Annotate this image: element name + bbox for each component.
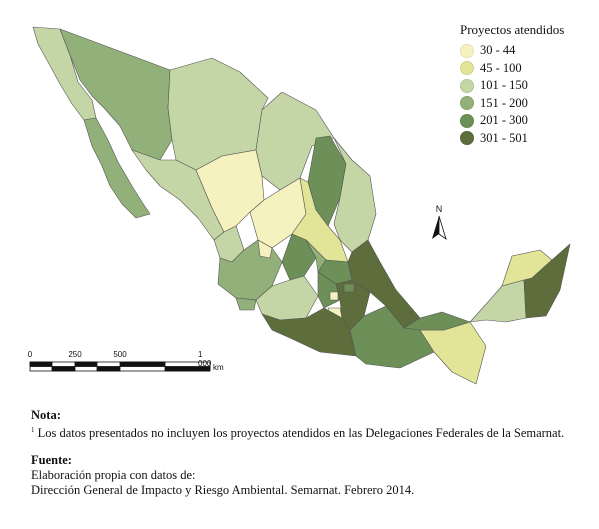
legend-swatch bbox=[460, 113, 474, 128]
legend-swatch bbox=[460, 131, 474, 146]
legend-item: 30 - 44 bbox=[460, 42, 590, 60]
map-regions bbox=[32, 26, 571, 385]
nota-heading: Nota: bbox=[31, 408, 61, 422]
legend-label: 101 - 150 bbox=[480, 78, 528, 93]
legend-item: 201 - 300 bbox=[460, 112, 590, 130]
legend-label: 301 - 501 bbox=[480, 130, 528, 145]
region-colima bbox=[235, 297, 257, 311]
scale-tick-label: 500 bbox=[113, 350, 127, 359]
nota-text: Los datos presentados no incluyen los pr… bbox=[37, 426, 565, 441]
north-arrow: N bbox=[429, 204, 449, 214]
north-label: N bbox=[435, 204, 443, 214]
legend: Proyectos atendidos 30 - 44 45 - 100 101… bbox=[460, 22, 590, 147]
region-baja-california-sur bbox=[83, 117, 151, 219]
scale-tick-label: 250 bbox=[68, 350, 82, 359]
notes-block: Nota: 1 Los datos presentados no incluye… bbox=[31, 408, 591, 498]
legend-item: 101 - 150 bbox=[460, 77, 590, 95]
fuente-line-2: Dirección General de Impacto y Riesgo Am… bbox=[31, 483, 415, 498]
legend-swatch bbox=[460, 61, 474, 76]
region-aguascalientes bbox=[257, 239, 273, 259]
scale-tick-label: 1 000 bbox=[198, 350, 212, 368]
legend-item: 45 - 100 bbox=[460, 60, 590, 78]
fuente-heading: Fuente: bbox=[31, 453, 72, 468]
region-campeche bbox=[469, 279, 527, 323]
nota-text-line: 1 Los datos presentados no incluyen los … bbox=[31, 423, 591, 441]
legend-item: 301 - 501 bbox=[460, 130, 590, 148]
footnote-marker: 1 bbox=[31, 426, 35, 434]
scale-bar-labels: 0 250 500 1 000 km bbox=[28, 350, 228, 376]
legend-label: 201 - 300 bbox=[480, 113, 528, 128]
north-arrow-icon bbox=[432, 215, 447, 241]
region-quintana-roo bbox=[523, 243, 571, 319]
legend-swatch bbox=[460, 78, 474, 93]
scale-unit: km bbox=[213, 363, 224, 372]
region-cdmx bbox=[329, 291, 339, 301]
scale-tick-label: 0 bbox=[27, 350, 33, 359]
fuente-line-1: Elaboración propia con datos de: bbox=[31, 468, 196, 483]
legend-item: 151 - 200 bbox=[460, 95, 590, 113]
legend-title: Proyectos atendidos bbox=[460, 22, 565, 37]
legend-label: 45 - 100 bbox=[480, 60, 522, 75]
scale-bar bbox=[29, 361, 211, 372]
legend-label: 30 - 44 bbox=[480, 43, 516, 58]
region-tlaxcala bbox=[343, 283, 355, 293]
mexico-map bbox=[29, 26, 571, 385]
legend-label: 151 - 200 bbox=[480, 95, 528, 110]
legend-swatch bbox=[460, 43, 474, 58]
legend-swatch bbox=[460, 96, 474, 111]
